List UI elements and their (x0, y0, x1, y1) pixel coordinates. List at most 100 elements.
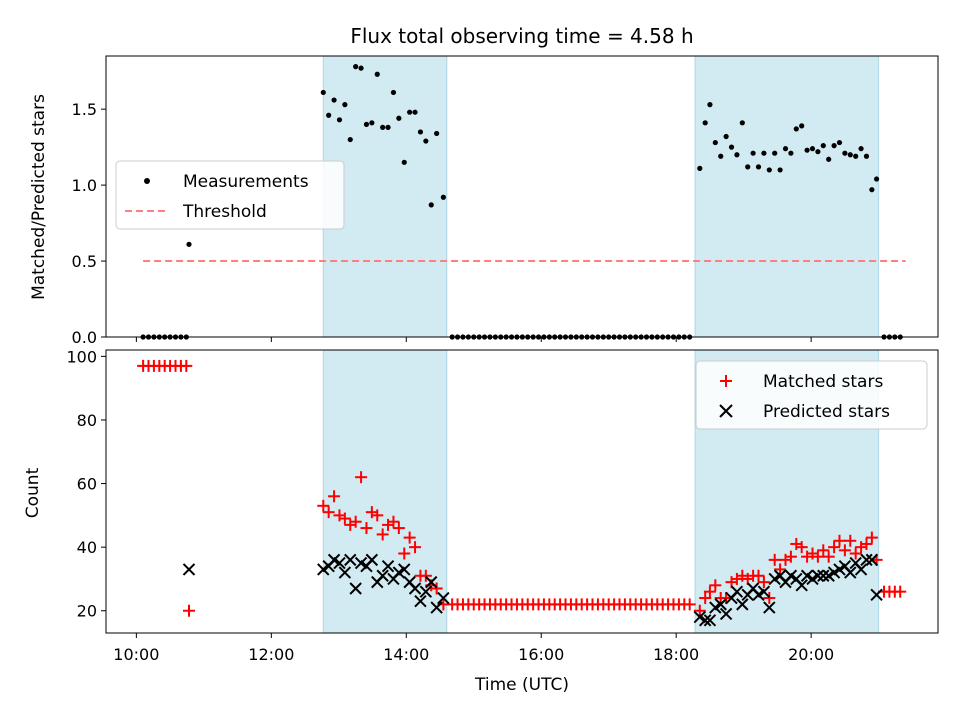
matched-star-marker (403, 531, 416, 544)
top-axes-frame (105, 55, 939, 338)
measurement-point (331, 97, 337, 103)
measurement-point (412, 109, 418, 115)
predicted-star-marker (381, 560, 395, 573)
predicted-star-marker (344, 553, 357, 567)
predicted-marker-b (354, 556, 368, 570)
predicted-marker-b (870, 588, 883, 602)
top-y-tick-label: 0.0 (72, 328, 97, 347)
predicted-marker-b (773, 569, 787, 582)
measurement-point (755, 164, 762, 170)
measurement-point (750, 150, 756, 156)
top-x-ticks (135, 337, 812, 342)
measurement-point (385, 124, 391, 130)
top-panel: 0.0 0.5 1.0 1.5 Matched/Predicted stars Mea… (29, 55, 939, 347)
predicted-star-marker (865, 553, 879, 567)
matched-star-marker (752, 569, 765, 582)
measurement-point (712, 139, 718, 146)
predicted-marker-b (408, 582, 422, 595)
predicted-star-marker (817, 569, 830, 582)
bottom-legend-box (695, 360, 928, 430)
measurement-point (186, 241, 192, 247)
matched-star-marker (419, 569, 432, 582)
matched-star-marker (865, 531, 878, 544)
predicted-star-marker (338, 566, 352, 579)
measurement-point (401, 159, 407, 165)
measurement-point (809, 146, 816, 152)
predicted-marker-b (757, 585, 771, 598)
predicted-marker-b (719, 607, 733, 621)
top-y-axis: 0.0 0.5 1.0 1.5 (72, 100, 106, 347)
matched-star-marker (328, 490, 341, 503)
predicted-star-marker (414, 594, 427, 608)
measurement-point (326, 112, 332, 118)
matched-star-marker (828, 541, 841, 554)
measurement-point (353, 64, 359, 70)
measurement-point (842, 150, 848, 156)
predicted-marker-b (419, 585, 433, 598)
measurement-point (766, 167, 772, 173)
matched-star-marker (349, 515, 362, 528)
predicted-marker-b (784, 569, 798, 582)
measurement-point (772, 150, 778, 156)
measurement-point (777, 167, 783, 173)
measurement-point (836, 139, 843, 146)
predicted-marker-b (414, 594, 427, 608)
predicted-marker-b (425, 575, 438, 589)
bottom-x-tick-label: 16:00 (518, 645, 564, 664)
bottom-x-tick-label: 20:00 (788, 645, 834, 664)
matched-star-marker (838, 544, 851, 557)
predicted-marker-b (730, 585, 744, 598)
bottom-y-tick-label: 80 (77, 411, 97, 430)
predicted-marker-b (381, 560, 395, 573)
bottom-y-tick-label: 40 (77, 538, 97, 557)
measurement-point (799, 123, 805, 129)
measurement-point (782, 146, 789, 152)
matched-star-marker (795, 541, 808, 554)
matched-star-marker (763, 592, 776, 605)
predicted-star-marker (795, 579, 808, 592)
legend-threshold-label: Threshold (182, 202, 267, 222)
matched-star-marker (849, 547, 862, 560)
predicted-star-marker (365, 553, 379, 567)
measurement-point (718, 153, 724, 159)
predicted-marker-b (430, 601, 443, 614)
matched-star-points (137, 359, 907, 617)
bottom-x-tick-label: 10:00 (113, 645, 159, 664)
predicted-star-marker (870, 588, 883, 602)
predicted-star-marker (860, 553, 873, 567)
bottom-axes-frame (105, 349, 939, 634)
matched-star-marker (338, 512, 351, 525)
bottom-x-tick-label: 12:00 (248, 645, 294, 664)
predicted-marker-b (795, 579, 808, 592)
measurement-point (434, 130, 440, 137)
matched-star-marker (811, 550, 824, 563)
matched-star-marker (894, 585, 907, 598)
legend-matched-label: Matched stars (763, 372, 883, 392)
measurement-point (826, 156, 832, 162)
top-legend-box (115, 160, 345, 230)
matched-star-marker (817, 544, 830, 557)
predicted-marker-b (344, 553, 357, 567)
measurement-point (804, 147, 810, 153)
matched-star-marker (387, 515, 400, 528)
measurement-point (440, 194, 446, 200)
measurement-point (734, 152, 740, 158)
bottom-legend: Matched stars Predicted stars (695, 360, 928, 430)
predicted-marker-b (698, 614, 712, 627)
matched-star-marker (317, 499, 330, 512)
measurement-point (728, 144, 735, 150)
bottom-panel: 20 40 60 80 100 10:00 12:00 14:00 16:00 18:00 20:… (23, 347, 939, 695)
predicted-marker-b (703, 614, 717, 627)
measurement-point (707, 102, 713, 108)
measurement-point (697, 165, 703, 171)
predicted-star-marker (437, 591, 450, 605)
predicted-star-marker (757, 585, 771, 598)
matched-star-marker (180, 359, 193, 372)
predicted-marker-b (693, 610, 707, 624)
predicted-marker-b (838, 560, 852, 573)
measurement-point (815, 149, 821, 155)
predicted-marker-b (800, 569, 814, 582)
matched-star-marker (322, 506, 335, 519)
measurement-point (342, 102, 348, 108)
predicted-star-marker (398, 563, 411, 576)
